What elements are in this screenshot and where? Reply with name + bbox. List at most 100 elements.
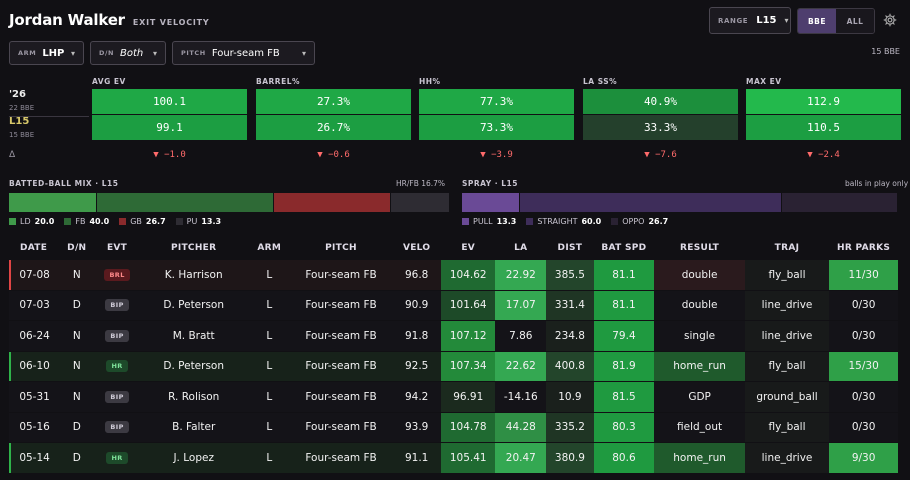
event-badge: BIP <box>105 329 129 342</box>
cell-bat: 81.1 <box>593 260 655 290</box>
cell-velo: 94.2 <box>404 390 429 403</box>
cell-bat: 81.9 <box>593 351 655 381</box>
spray-segment-pull <box>462 193 520 212</box>
cell-pitch: Four-seam FB <box>305 329 377 342</box>
cell-dist: 335.2 <box>546 412 594 442</box>
event-badge: HR <box>106 360 128 373</box>
player-name: Jordan Walker <box>9 11 125 29</box>
column-header-ev[interactable]: EV <box>461 243 476 253</box>
spray-note: balls in play only <box>845 179 909 188</box>
table-row[interactable]: 07-03 D BIP D. Peterson L Four-seam FB 90.9 101… <box>9 290 898 320</box>
table-row[interactable]: 07-08 N BRL K. Harrison L Four-seam FB 96.8 104… <box>9 260 899 290</box>
metric-header: LA SS% <box>583 77 618 86</box>
cell-la: 22.92 <box>495 260 547 290</box>
metric-recent-value: 110.5 <box>746 115 901 140</box>
event-table: DATE D/N EVT PITCHER ARM PITCH VELO EV LA DIST BAT… <box>9 236 899 474</box>
cell-date: 05-14 <box>19 451 50 464</box>
cell-traj: ground_ball <box>744 382 830 412</box>
cell-ev: 107.12 <box>441 321 496 351</box>
legend-swatch <box>119 218 127 225</box>
cell-parks: 0/30 <box>851 329 876 342</box>
column-header-evt[interactable]: EVT <box>106 243 128 253</box>
metric-recent-value: 73.3% <box>419 115 574 140</box>
event-badge: BIP <box>105 421 129 434</box>
cell-pitch: Four-seam FB <box>305 451 377 464</box>
cell-ev: 101.64 <box>441 290 496 320</box>
table-row[interactable]: 05-31 N BIP R. Rolison L Four-seam FB 94.2 96.9… <box>9 382 898 412</box>
cell-parks: 9/30 <box>829 443 899 473</box>
legend-value: 13.3 <box>201 217 222 226</box>
bbe-all-toggle: BBE ALL <box>797 8 875 34</box>
column-header-pitch[interactable]: PITCH <box>325 243 357 253</box>
cell-date: 05-31 <box>19 390 50 403</box>
table-row[interactable]: 06-24 N BIP M. Bratt L Four-seam FB 91.8 107.12… <box>9 321 898 351</box>
column-header-bat[interactable]: BAT SPD <box>601 243 647 253</box>
cell-bat: 80.6 <box>593 443 655 473</box>
column-header-dist[interactable]: DIST <box>557 243 583 253</box>
legend-swatch <box>611 218 619 225</box>
cell-evt: BIP <box>95 413 138 443</box>
spray-legend-straight: STRAIGHT 60.0 <box>526 217 601 226</box>
cell-bat: 81.1 <box>593 290 655 320</box>
column-header-arm[interactable]: ARM <box>257 243 282 253</box>
column-header-dn[interactable]: D/N <box>67 243 87 253</box>
cell-parks: 0/30 <box>851 390 876 403</box>
pitch-filter[interactable]: PITCH Four-seam FB ▾ <box>172 41 315 65</box>
legend-swatch <box>9 218 16 225</box>
arm-filter[interactable]: ARM LHP ▾ <box>9 41 84 65</box>
cell-dist: 234.8 <box>546 321 594 351</box>
legend-key: OPPO <box>622 217 645 226</box>
column-header-result[interactable]: RESULT <box>680 243 720 253</box>
toggle-all-button[interactable]: ALL <box>836 9 874 33</box>
range-dropdown[interactable]: RANGE L15 ▾ <box>709 7 791 34</box>
table-row[interactable]: 06-10 N HR D. Peterson L Four-seam FB 92.5 107.… <box>9 351 899 381</box>
legend-value: 40.0 <box>89 217 110 226</box>
cell-la: 7.86 <box>509 329 533 342</box>
dn-filter-value: Both <box>120 47 144 59</box>
cell-ev: 104.78 <box>441 412 496 442</box>
toggle-bbe-button[interactable]: BBE <box>798 9 836 33</box>
metric-season-value: 100.1 <box>92 89 247 114</box>
column-header-date[interactable]: DATE <box>19 243 48 253</box>
mix-segment-ld <box>9 193 98 212</box>
cell-pitch: Four-seam FB <box>305 421 377 434</box>
divider <box>9 116 89 117</box>
event-badge: BIP <box>105 390 129 403</box>
table-row[interactable]: 05-16 D BIP B. Falter L Four-seam FB 93.9 104.7… <box>9 412 898 443</box>
cell-result: home_run <box>654 351 745 381</box>
dn-filter[interactable]: D/N Both ▾ <box>90 41 166 65</box>
range-value: L15 <box>756 15 777 26</box>
cell-la: 44.28 <box>495 412 547 442</box>
cell-pitcher: B. Falter <box>172 421 216 434</box>
cell-parks: 0/30 <box>851 421 876 434</box>
gear-icon[interactable] <box>883 13 897 27</box>
column-header-parks[interactable]: HR PARKS <box>837 243 891 253</box>
column-header-velo[interactable]: VELO <box>402 243 431 253</box>
event-badge: HR <box>106 451 128 464</box>
cell-bat: 80.3 <box>593 412 655 442</box>
column-header-traj[interactable]: TRAJ <box>774 243 800 253</box>
cell-evt: BIP <box>95 382 138 412</box>
cell-ev: 96.91 <box>441 382 496 412</box>
hrfb-value: HR/FB 16.7% <box>396 179 446 188</box>
table-row[interactable]: 05-14 D HR J. Lopez L Four-seam FB 91.1 105.41 2… <box>9 443 899 473</box>
cell-velo: 93.9 <box>404 421 429 434</box>
cell-evt: HR <box>95 443 138 473</box>
metric-delta: ▼ −1.0 <box>153 150 186 160</box>
cell-arm: L <box>266 268 273 281</box>
cell-result: double <box>681 299 718 312</box>
column-header-la[interactable]: LA <box>514 243 528 253</box>
cell-pitcher: D. Peterson <box>163 360 225 373</box>
cell-traj: line_drive <box>744 321 830 351</box>
cell-pitcher: K. Harrison <box>164 268 223 281</box>
chevron-down-icon: ▾ <box>70 48 75 58</box>
cell-dn: N <box>72 390 81 403</box>
legend-key: GB <box>130 217 142 226</box>
cell-ev: 105.41 <box>441 443 496 473</box>
mix-bar <box>9 193 450 212</box>
column-header-pitcher[interactable]: PITCHER <box>170 243 217 253</box>
cell-dist: 380.9 <box>546 443 594 473</box>
chevron-down-icon: ▾ <box>152 48 157 58</box>
legend-swatch <box>64 218 72 225</box>
cell-dn: D <box>72 299 81 312</box>
